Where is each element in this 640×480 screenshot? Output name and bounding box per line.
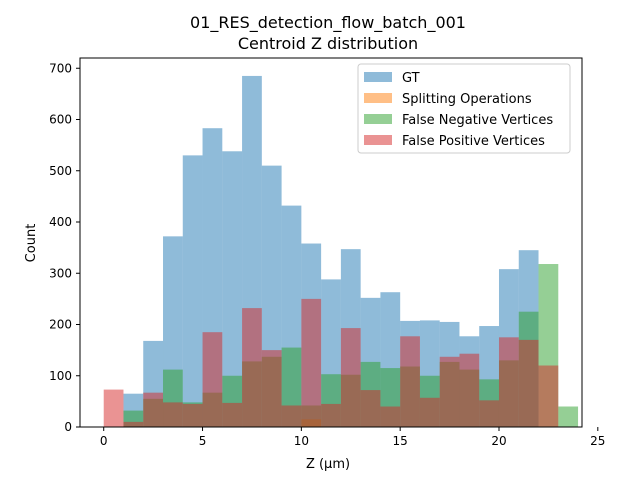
bar-series-3-bin-2 <box>143 392 164 427</box>
x-tick-label-2: 10 <box>294 434 309 448</box>
chart-title: 01_RES_detection_flow_batch_001 <box>190 13 466 33</box>
legend: GT Splitting Operations False Negative Ver… <box>357 63 571 154</box>
y-tick-label-6: 600 <box>49 113 72 127</box>
x-tick-label-0: 0 <box>100 434 108 448</box>
y-axis-label: Count <box>24 224 39 263</box>
y-tick-label-3: 300 <box>49 266 72 280</box>
plot-area: 0 5 10 15 20 25 0 100 200 300 400 500 600 700 GT Splitt… <box>49 57 605 448</box>
bar-series-3-bin-19 <box>479 400 499 427</box>
bar-series-3-bin-15 <box>400 336 420 427</box>
bar-series-3-bin-10 <box>301 298 322 427</box>
bar-series-3-bin-17 <box>439 356 460 427</box>
bar-series-3-bin-18 <box>459 353 480 427</box>
y-tick-label-5: 500 <box>49 164 72 178</box>
bar-series-3-bin-8 <box>261 350 282 427</box>
series-3 <box>103 298 559 427</box>
legend-label-2: False Negative Vertices <box>402 113 553 128</box>
bar-series-3-bin-20 <box>498 337 519 427</box>
bar-series-3-bin-7 <box>242 308 262 427</box>
axes-frame <box>79 57 583 428</box>
bar-series-3-bin-14 <box>380 406 401 427</box>
bar-series-3-bin-6 <box>222 402 243 427</box>
y-tick-label-2: 200 <box>49 318 72 332</box>
bar-series-2-bin-23 <box>558 406 579 427</box>
legend-swatch-1 <box>364 93 392 103</box>
bar-series-3-bin-5 <box>202 332 223 427</box>
legend-swatch-3 <box>364 135 392 145</box>
bar-series-3-bin-1 <box>123 421 144 427</box>
bar-series-3-bin-0 <box>103 389 124 427</box>
legend-box <box>357 63 571 154</box>
legend-label-0: GT <box>402 71 420 86</box>
x-tick-label-4: 20 <box>491 434 506 448</box>
bar-series-3-bin-4 <box>182 403 203 427</box>
x-axis-label: Z (µm) <box>306 457 350 472</box>
y-tick-label-0: 0 <box>64 420 72 434</box>
bar-series-3-bin-13 <box>360 390 381 427</box>
y-tick-label-7: 700 <box>49 61 72 75</box>
bar-series-3-bin-9 <box>281 405 302 427</box>
x-tick-label-3: 15 <box>393 434 408 448</box>
y-tick-label-4: 400 <box>49 215 72 229</box>
y-tick-label-1: 100 <box>49 369 72 383</box>
bar-series-0-bin-6 <box>222 151 243 427</box>
chart-subtitle: Centroid Z distribution <box>238 34 418 53</box>
bar-series-3-bin-3 <box>163 402 183 427</box>
legend-swatch-0 <box>364 72 392 82</box>
bar-series-3-bin-11 <box>321 403 341 427</box>
bar-series-3-bin-22 <box>538 365 559 427</box>
legend-label-1: Splitting Operations <box>402 92 532 107</box>
legend-label-3: False Positive Vertices <box>402 134 545 149</box>
bar-series-3-bin-16 <box>419 397 440 427</box>
legend-swatch-2 <box>364 114 392 124</box>
x-tick-label-5: 25 <box>590 434 605 448</box>
bar-series-0-bin-4 <box>182 155 203 427</box>
x-tick-label-1: 5 <box>199 434 207 448</box>
bar-series-3-bin-12 <box>340 328 361 427</box>
bar-series-3-bin-21 <box>518 339 539 427</box>
